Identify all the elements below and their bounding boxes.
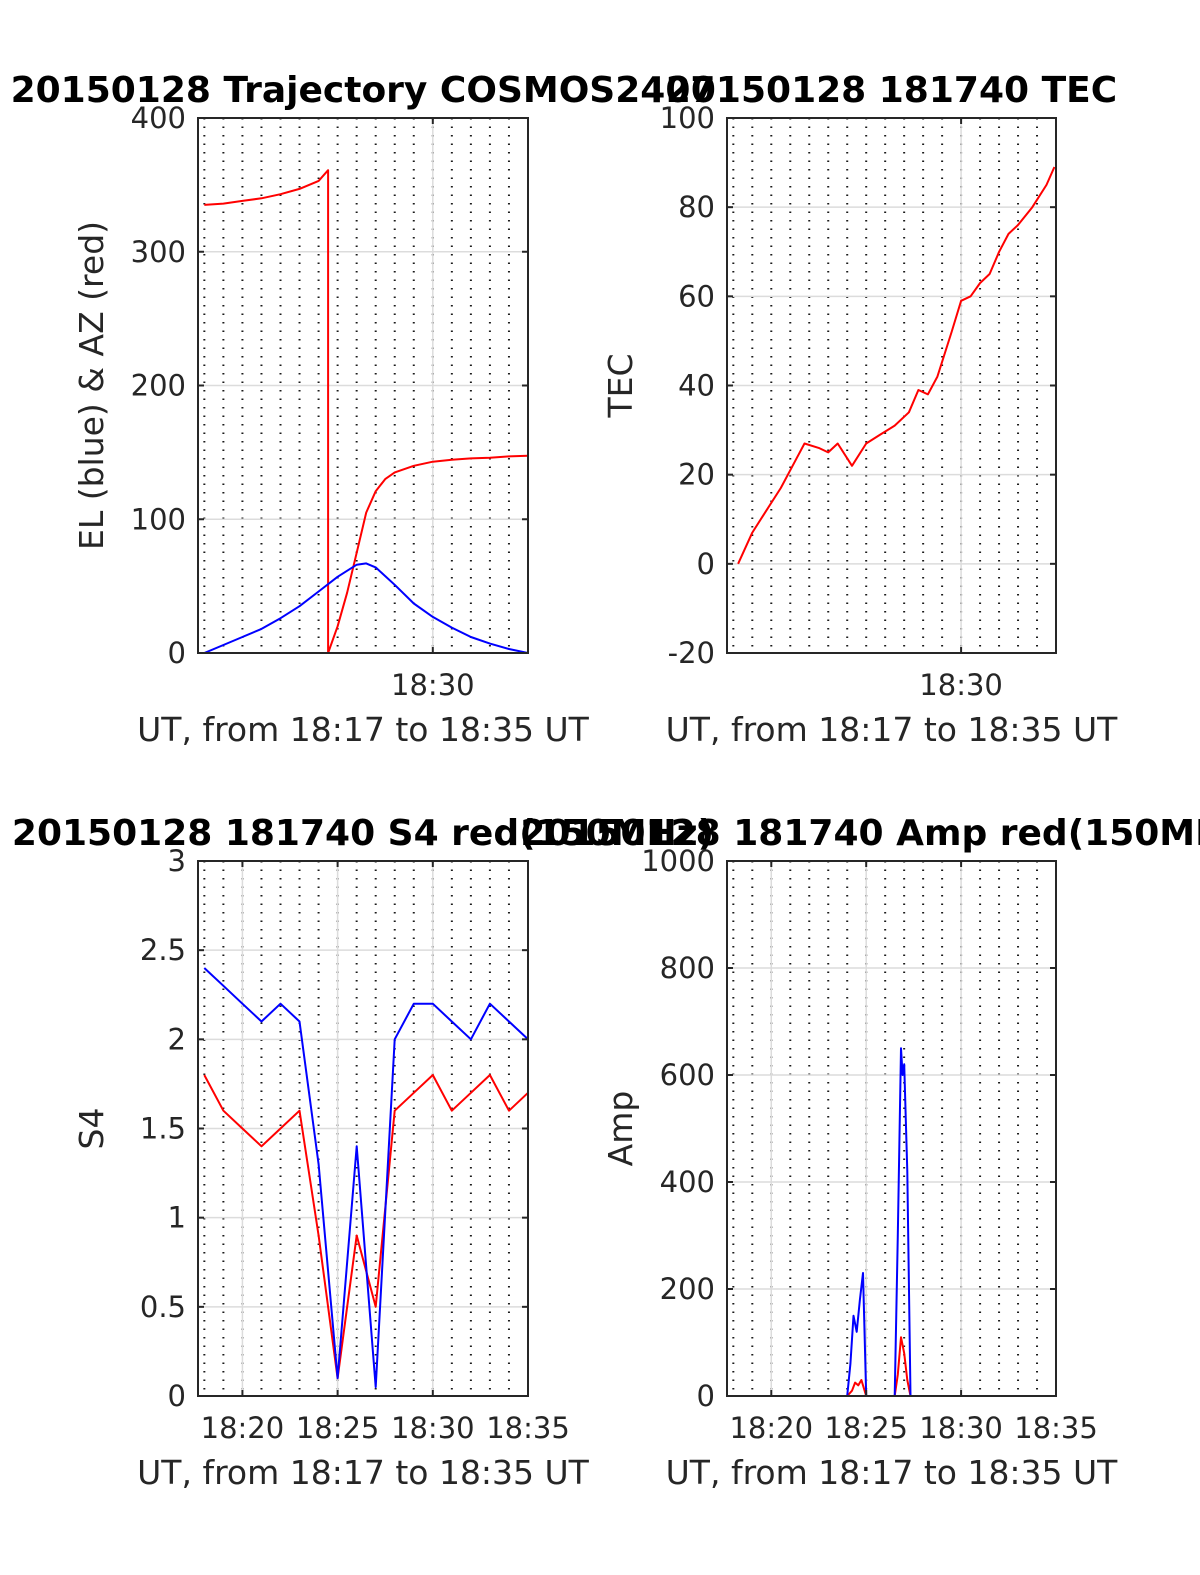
y-tick-label: 1000 <box>641 844 715 878</box>
x-axis-label: UT, from 18:17 to 18:35 UT <box>137 710 590 749</box>
y-tick-label: 600 <box>660 1058 715 1092</box>
y-tick-label: -20 <box>668 636 715 670</box>
y-tick-label: 800 <box>660 951 715 985</box>
series-line-2 <box>203 967 528 1389</box>
series-line-1 <box>204 169 528 653</box>
y-tick-label: 2 <box>168 1022 186 1056</box>
y-tick-label: 40 <box>678 369 715 403</box>
x-axis-label: UT, from 18:17 to 18:35 UT <box>666 1453 1119 1492</box>
x-tick-label: 18:30 <box>919 668 1003 702</box>
y-tick-label: 80 <box>678 190 715 224</box>
x-tick-label: 18:20 <box>729 1411 813 1445</box>
x-tick-label: 18:35 <box>1014 1411 1098 1445</box>
series-line-1 <box>737 166 1056 565</box>
x-tick-label: 18:30 <box>391 668 475 702</box>
y-tick-label: 20 <box>678 458 715 492</box>
y-tick-label: 0 <box>697 547 715 581</box>
x-axis-label: UT, from 18:17 to 18:35 UT <box>137 1453 590 1492</box>
series-line-2 <box>727 1047 1056 1396</box>
y-tick-label: 400 <box>660 1165 715 1199</box>
y-tick-label: 3 <box>168 844 186 878</box>
y-tick-label: 0.5 <box>140 1290 186 1324</box>
chart-title: 20150128 181740 TEC <box>666 70 1117 111</box>
y-tick-label: 60 <box>678 279 715 313</box>
x-tick-label: 18:30 <box>391 1411 475 1445</box>
series-line-1 <box>727 1336 1056 1396</box>
y-axis-label: S4 <box>72 1108 111 1150</box>
x-tick-label: 18:20 <box>201 1411 285 1445</box>
x-tick-label: 18:35 <box>486 1411 570 1445</box>
x-tick-label: 18:30 <box>919 1411 1003 1445</box>
y-tick-label: 200 <box>131 369 186 403</box>
y-tick-label: 0 <box>168 1379 186 1413</box>
chart-title: 20150128 Trajectory COSMOS2407 <box>11 70 716 111</box>
x-tick-label: 18:25 <box>296 1411 380 1445</box>
chart-title: 20150128 181740 S4 red(150MHz) <box>12 813 714 854</box>
y-axis-label: TEC <box>601 353 640 418</box>
y-tick-label: 2.5 <box>140 933 186 967</box>
x-tick-label: 18:25 <box>824 1411 908 1445</box>
y-axis-label: Amp <box>601 1091 640 1167</box>
x-axis-label: UT, from 18:17 to 18:35 UT <box>666 710 1119 749</box>
axes-box <box>726 860 1057 1397</box>
plot-area <box>727 861 1056 1396</box>
y-tick-label: 0 <box>697 1379 715 1413</box>
y-tick-label: 0 <box>168 636 186 670</box>
chart-4: 0 200 400 600 800 1000 18:20 18:25 18:30 18:35 UT,… <box>520 813 1200 1492</box>
y-tick-label: 400 <box>131 101 186 135</box>
chart-3: 0 0.5 1 1.5 2 2.5 3 18:20 18:25 18:30 18:35 UT, fro… <box>12 813 714 1492</box>
y-tick-label: 1.5 <box>140 1112 186 1146</box>
y-tick-label: 200 <box>660 1272 715 1306</box>
y-tick-label: 100 <box>660 101 715 135</box>
chart-title: 20150128 181740 Amp red(150MHz) <box>520 813 1200 854</box>
y-tick-label: 1 <box>168 1201 186 1235</box>
y-axis-label: EL (blue) & AZ (red) <box>72 221 111 550</box>
series-line-2 <box>203 562 528 653</box>
y-tick-label: 100 <box>131 502 186 536</box>
chart-2: -20 0 20 40 60 80 100 18:30 UT, from 18:17 to 18… <box>601 70 1118 749</box>
y-tick-label: 300 <box>131 235 186 269</box>
